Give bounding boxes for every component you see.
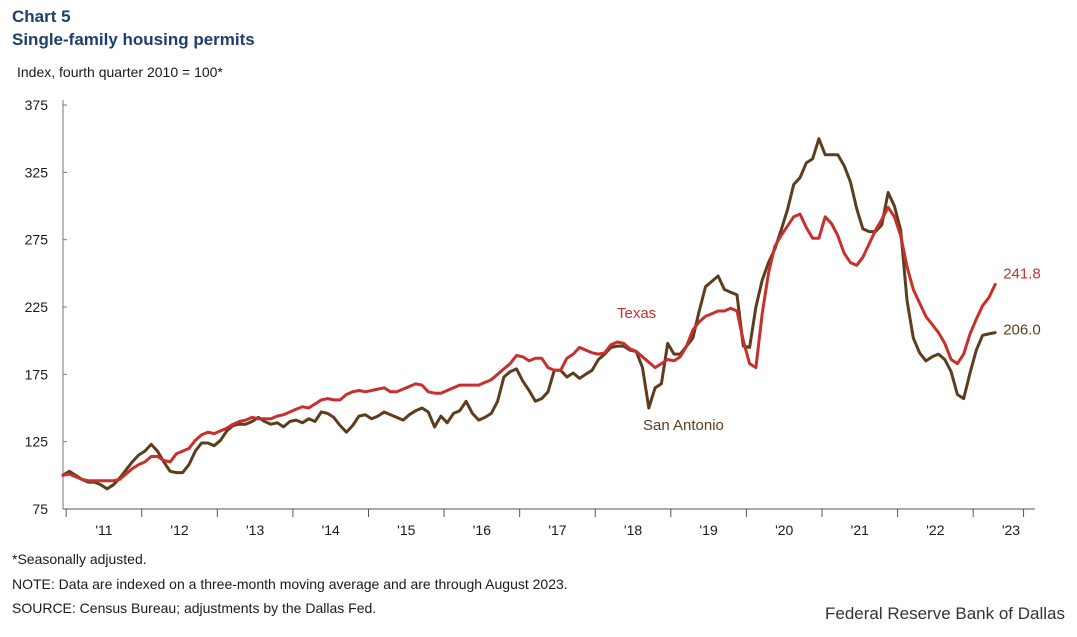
series-label-san-antonio: San Antonio bbox=[643, 417, 724, 434]
x-tick-label: '15 bbox=[397, 522, 415, 538]
x-tick-label: '11 bbox=[95, 522, 112, 538]
y-tick-label: 325 bbox=[25, 164, 49, 180]
footnote-seasonal: *Seasonally adjusted. bbox=[12, 551, 147, 567]
label-layer: Texas San Antonio 241.8 206.0 bbox=[617, 265, 1041, 434]
series-line-texas bbox=[61, 205, 997, 483]
series-layer bbox=[61, 137, 997, 491]
end-value-texas: 241.8 bbox=[1003, 265, 1041, 282]
y-tick-label: 225 bbox=[25, 299, 49, 315]
x-tick-label: '22 bbox=[926, 522, 944, 538]
x-axis: '11 '12 '13 '14 '15 '16 '17 '18 '19 '20 '21 '22 '23 bbox=[63, 508, 1035, 538]
x-tick-label: '21 bbox=[851, 522, 869, 538]
footnote-source: SOURCE: Census Bureau; adjustments by th… bbox=[12, 600, 377, 616]
y-axis: 75 125 175 225 275 325 375 bbox=[25, 97, 67, 517]
y-tick-label: 375 bbox=[25, 97, 49, 113]
y-tick-label: 175 bbox=[25, 366, 49, 382]
series-label-texas: Texas bbox=[617, 305, 656, 322]
x-tick-label: '13 bbox=[246, 522, 264, 538]
series-line-san-antonio bbox=[61, 137, 997, 491]
x-tick-label: '14 bbox=[322, 522, 340, 538]
footnote-note: NOTE: Data are indexed on a three-month … bbox=[12, 576, 568, 592]
y-tick-label: 275 bbox=[25, 232, 49, 248]
end-value-san-antonio: 206.0 bbox=[1003, 322, 1041, 339]
y-axis-label: Index, fourth quarter 2010 = 100* bbox=[17, 64, 223, 80]
x-tick-label: '20 bbox=[775, 522, 793, 538]
y-tick-label: 75 bbox=[32, 501, 48, 517]
publisher-credit: Federal Reserve Bank of Dallas bbox=[824, 604, 1065, 623]
y-tick-label: 125 bbox=[25, 434, 49, 450]
chart-title: Single-family housing permits bbox=[12, 30, 255, 49]
x-tick-label: '18 bbox=[624, 522, 642, 538]
chart-number: Chart 5 bbox=[12, 7, 71, 26]
x-tick-label: '12 bbox=[170, 522, 188, 538]
x-tick-label: '23 bbox=[1002, 522, 1020, 538]
x-tick-label: '19 bbox=[700, 522, 718, 538]
x-tick-label: '16 bbox=[473, 522, 491, 538]
x-tick-label: '17 bbox=[548, 522, 566, 538]
